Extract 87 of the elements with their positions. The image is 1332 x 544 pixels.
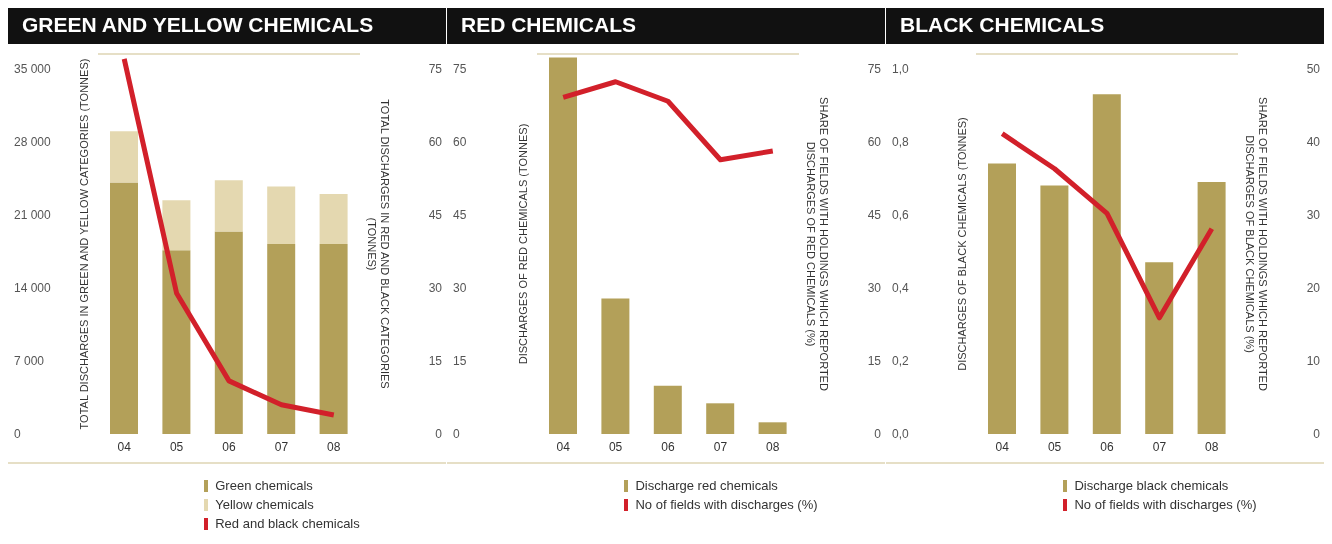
y2-tick-label: 30: [867, 280, 882, 295]
x-tick-label: 05: [1047, 439, 1062, 454]
bar: [110, 182, 138, 434]
y-tick-label: 0: [453, 427, 460, 441]
y2-tick-label: 30: [428, 280, 443, 295]
x-tick-label: 06: [222, 439, 236, 454]
x-tick-label: 04: [117, 439, 132, 454]
y2-tick-label: 60: [428, 134, 443, 149]
y-tick-label: 35 000: [14, 61, 52, 76]
y2-tick-label: 45: [867, 207, 882, 222]
bar: [267, 244, 296, 434]
y-tick-label: 30: [453, 280, 467, 295]
y2-axis-title: TOTAL DISCHARGES IN RED AND BLACK CATEGORIES (TONNES): [366, 99, 391, 389]
x-tick-label: 07: [274, 439, 289, 454]
legend-label: Green chemicals: [214, 477, 314, 495]
y-axis-title: TOTAL DISCHARGES IN GREEN AND YELLOW CATEGORIES (TONNES): [78, 58, 90, 430]
y-tick-label: 60: [453, 134, 467, 149]
y-axis-title: DISCHARGES OF RED CHEMICALS (TONNES): [517, 123, 529, 365]
y2-axis-title: SHARE OF FIELDS WITH HOLDINGS WHICH REPORTED DISCHARGES OF RED CHEMICALS (%): [805, 97, 830, 391]
x-tick-label: 07: [713, 439, 728, 454]
x-tick-label: 05: [169, 439, 184, 454]
y2-tick-label: 75: [428, 61, 443, 76]
bar: [267, 186, 296, 244]
bar: [1092, 94, 1121, 434]
legend-label: Discharge black chemicals: [1073, 477, 1230, 495]
x-tick-label: 04: [556, 439, 571, 454]
bar: [319, 193, 348, 244]
bar: [988, 163, 1016, 434]
bar: [1145, 262, 1174, 434]
y2-tick-label: 45: [428, 207, 443, 222]
bar: [110, 131, 138, 183]
y2-tick-label: 0: [1313, 427, 1321, 441]
bar: [1040, 185, 1069, 434]
bar: [706, 403, 735, 434]
y2-tick-label: 20: [1306, 280, 1321, 295]
bar: [162, 200, 191, 251]
y-tick-label: 15: [453, 353, 467, 368]
x-tick-label: 06: [661, 439, 675, 454]
bar: [1197, 181, 1226, 434]
y2-axis-title: SHARE OF FIELDS WITH HOLDINGS WHICH REPORTED DISCHARGES OF BLACK CHEMICALS (%): [1244, 97, 1269, 391]
y-tick-label: 14 000: [14, 280, 52, 295]
bar: [214, 231, 243, 434]
legend-label: No of fields with discharges (%): [1073, 496, 1257, 514]
bar: [758, 422, 787, 434]
bar: [601, 298, 630, 434]
legend-label: No of fields with discharges (%): [634, 496, 818, 514]
y2-tick-label: 15: [428, 353, 443, 368]
y2-tick-label: 30: [1306, 207, 1321, 222]
bar: [549, 57, 577, 434]
y2-tick-label: 0: [874, 427, 882, 441]
legend-label: Discharge red chemicals: [634, 477, 779, 495]
x-tick-label: 08: [327, 439, 341, 454]
legend-label: Red and black chemicals: [214, 515, 360, 533]
y2-tick-label: 10: [1306, 353, 1321, 368]
bar: [162, 250, 191, 434]
y-tick-label: 1,0: [892, 61, 910, 76]
y-tick-label: 0,0: [892, 427, 910, 441]
bar: [653, 385, 682, 434]
y2-tick-label: 50: [1306, 61, 1321, 76]
y2-tick-label: 0: [435, 427, 443, 441]
x-tick-label: 04: [995, 439, 1010, 454]
y-tick-label: 28 000: [14, 134, 52, 149]
bar: [214, 180, 243, 232]
y-tick-label: 0,4: [892, 280, 910, 295]
chart-title: RED CHEMICALS: [447, 8, 885, 44]
bar: [319, 244, 348, 434]
x-tick-label: 06: [1100, 439, 1114, 454]
y2-tick-label: 15: [867, 353, 882, 368]
y-tick-label: 0: [14, 427, 21, 441]
x-tick-label: 07: [1152, 439, 1167, 454]
y2-tick-label: 40: [1306, 134, 1321, 149]
y2-tick-label: 75: [867, 61, 882, 76]
x-tick-label: 05: [608, 439, 623, 454]
x-tick-label: 08: [1205, 439, 1219, 454]
y-tick-label: 0,6: [892, 207, 910, 222]
legend-label: Yellow chemicals: [214, 496, 315, 514]
y-axis-title: DISCHARGES OF BLACK CHEMICALS (TONNES): [956, 117, 968, 371]
y-tick-label: 45: [453, 207, 467, 222]
y2-tick-label: 60: [867, 134, 882, 149]
chart-title: GREEN AND YELLOW CHEMICALS: [8, 8, 446, 44]
x-tick-label: 08: [766, 439, 780, 454]
y-tick-label: 75: [453, 61, 467, 76]
y-tick-label: 7 000: [14, 353, 45, 368]
y-tick-label: 0,2: [892, 353, 910, 368]
y-tick-label: 21 000: [14, 207, 52, 222]
chart-title: BLACK CHEMICALS: [886, 8, 1324, 44]
y-tick-label: 0,8: [892, 134, 910, 149]
